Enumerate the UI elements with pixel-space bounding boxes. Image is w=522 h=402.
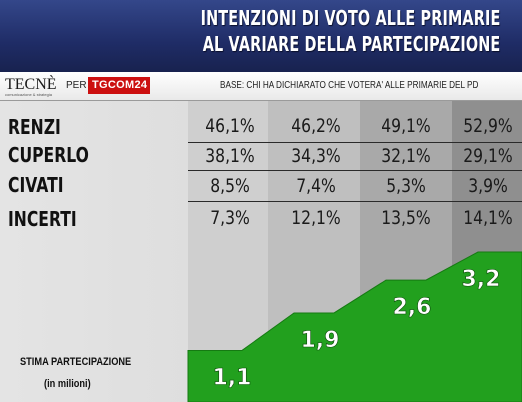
participation-value-label: 1,1 [213, 365, 252, 390]
row-label-cuperlo: CUPERLO [8, 143, 89, 167]
cell-cuperlo-4: 29,1% [463, 145, 513, 167]
cell-cuperlo-1: 38,1% [205, 145, 255, 167]
base-note: BASE: CHI HA DICHIARATO CHE VOTERA' ALLE… [220, 80, 479, 91]
cell-renzi-4: 52,9% [463, 115, 513, 137]
participation-label: STIMA PARTECIPAZIONE [20, 356, 132, 368]
cell-renzi-3: 49,1% [381, 115, 431, 137]
cell-renzi-1: 46,1% [205, 115, 255, 137]
cell-incerti-4: 14,1% [463, 207, 513, 229]
per-label: PER [66, 80, 87, 91]
row-divider [188, 170, 522, 171]
row-divider [188, 142, 522, 143]
participation-value-label: 3,2 [462, 267, 501, 292]
logo-text: TECNÈ [5, 74, 57, 93]
source-bar: TECNÈ comunicazione & strategia PER TGCO… [0, 72, 522, 101]
row-label-civati: CIVATI [8, 173, 64, 197]
title-line-1: INTENZIONI DI VOTO ALLE PRIMARIE [200, 6, 500, 30]
cell-incerti-2: 12,1% [291, 207, 341, 229]
cell-cuperlo-3: 32,1% [381, 145, 431, 167]
participation-value-label: 2,6 [393, 295, 432, 320]
participation-unit-label: (in milioni) [44, 378, 91, 390]
row-divider [188, 201, 522, 202]
cell-incerti-3: 13,5% [381, 207, 431, 229]
cell-renzi-2: 46,2% [291, 115, 341, 137]
title-line-2: AL VARIARE DELLA PARTECIPAZIONE [202, 32, 500, 56]
cell-civati-1: 8,5% [210, 175, 250, 197]
header-bar: INTENZIONI DI VOTO ALLE PRIMARIE AL VARI… [0, 0, 522, 72]
participation-value-label: 1,9 [301, 328, 340, 353]
cell-civati-4: 3,9% [468, 175, 508, 197]
cell-cuperlo-2: 34,3% [291, 145, 341, 167]
participation-area [187, 251, 522, 402]
cell-incerti-1: 7,3% [210, 207, 250, 229]
tgcom-logo: TGCOM24 [88, 77, 150, 94]
cell-civati-3: 5,3% [386, 175, 426, 197]
logo-subtext: comunicazione & strategia [5, 92, 53, 97]
row-label-renzi: RENZI [8, 115, 61, 139]
cell-civati-2: 7,4% [296, 175, 336, 197]
row-label-incerti: INCERTI [8, 207, 77, 231]
tecne-logo: TECNÈ comunicazione & strategia [5, 74, 57, 97]
